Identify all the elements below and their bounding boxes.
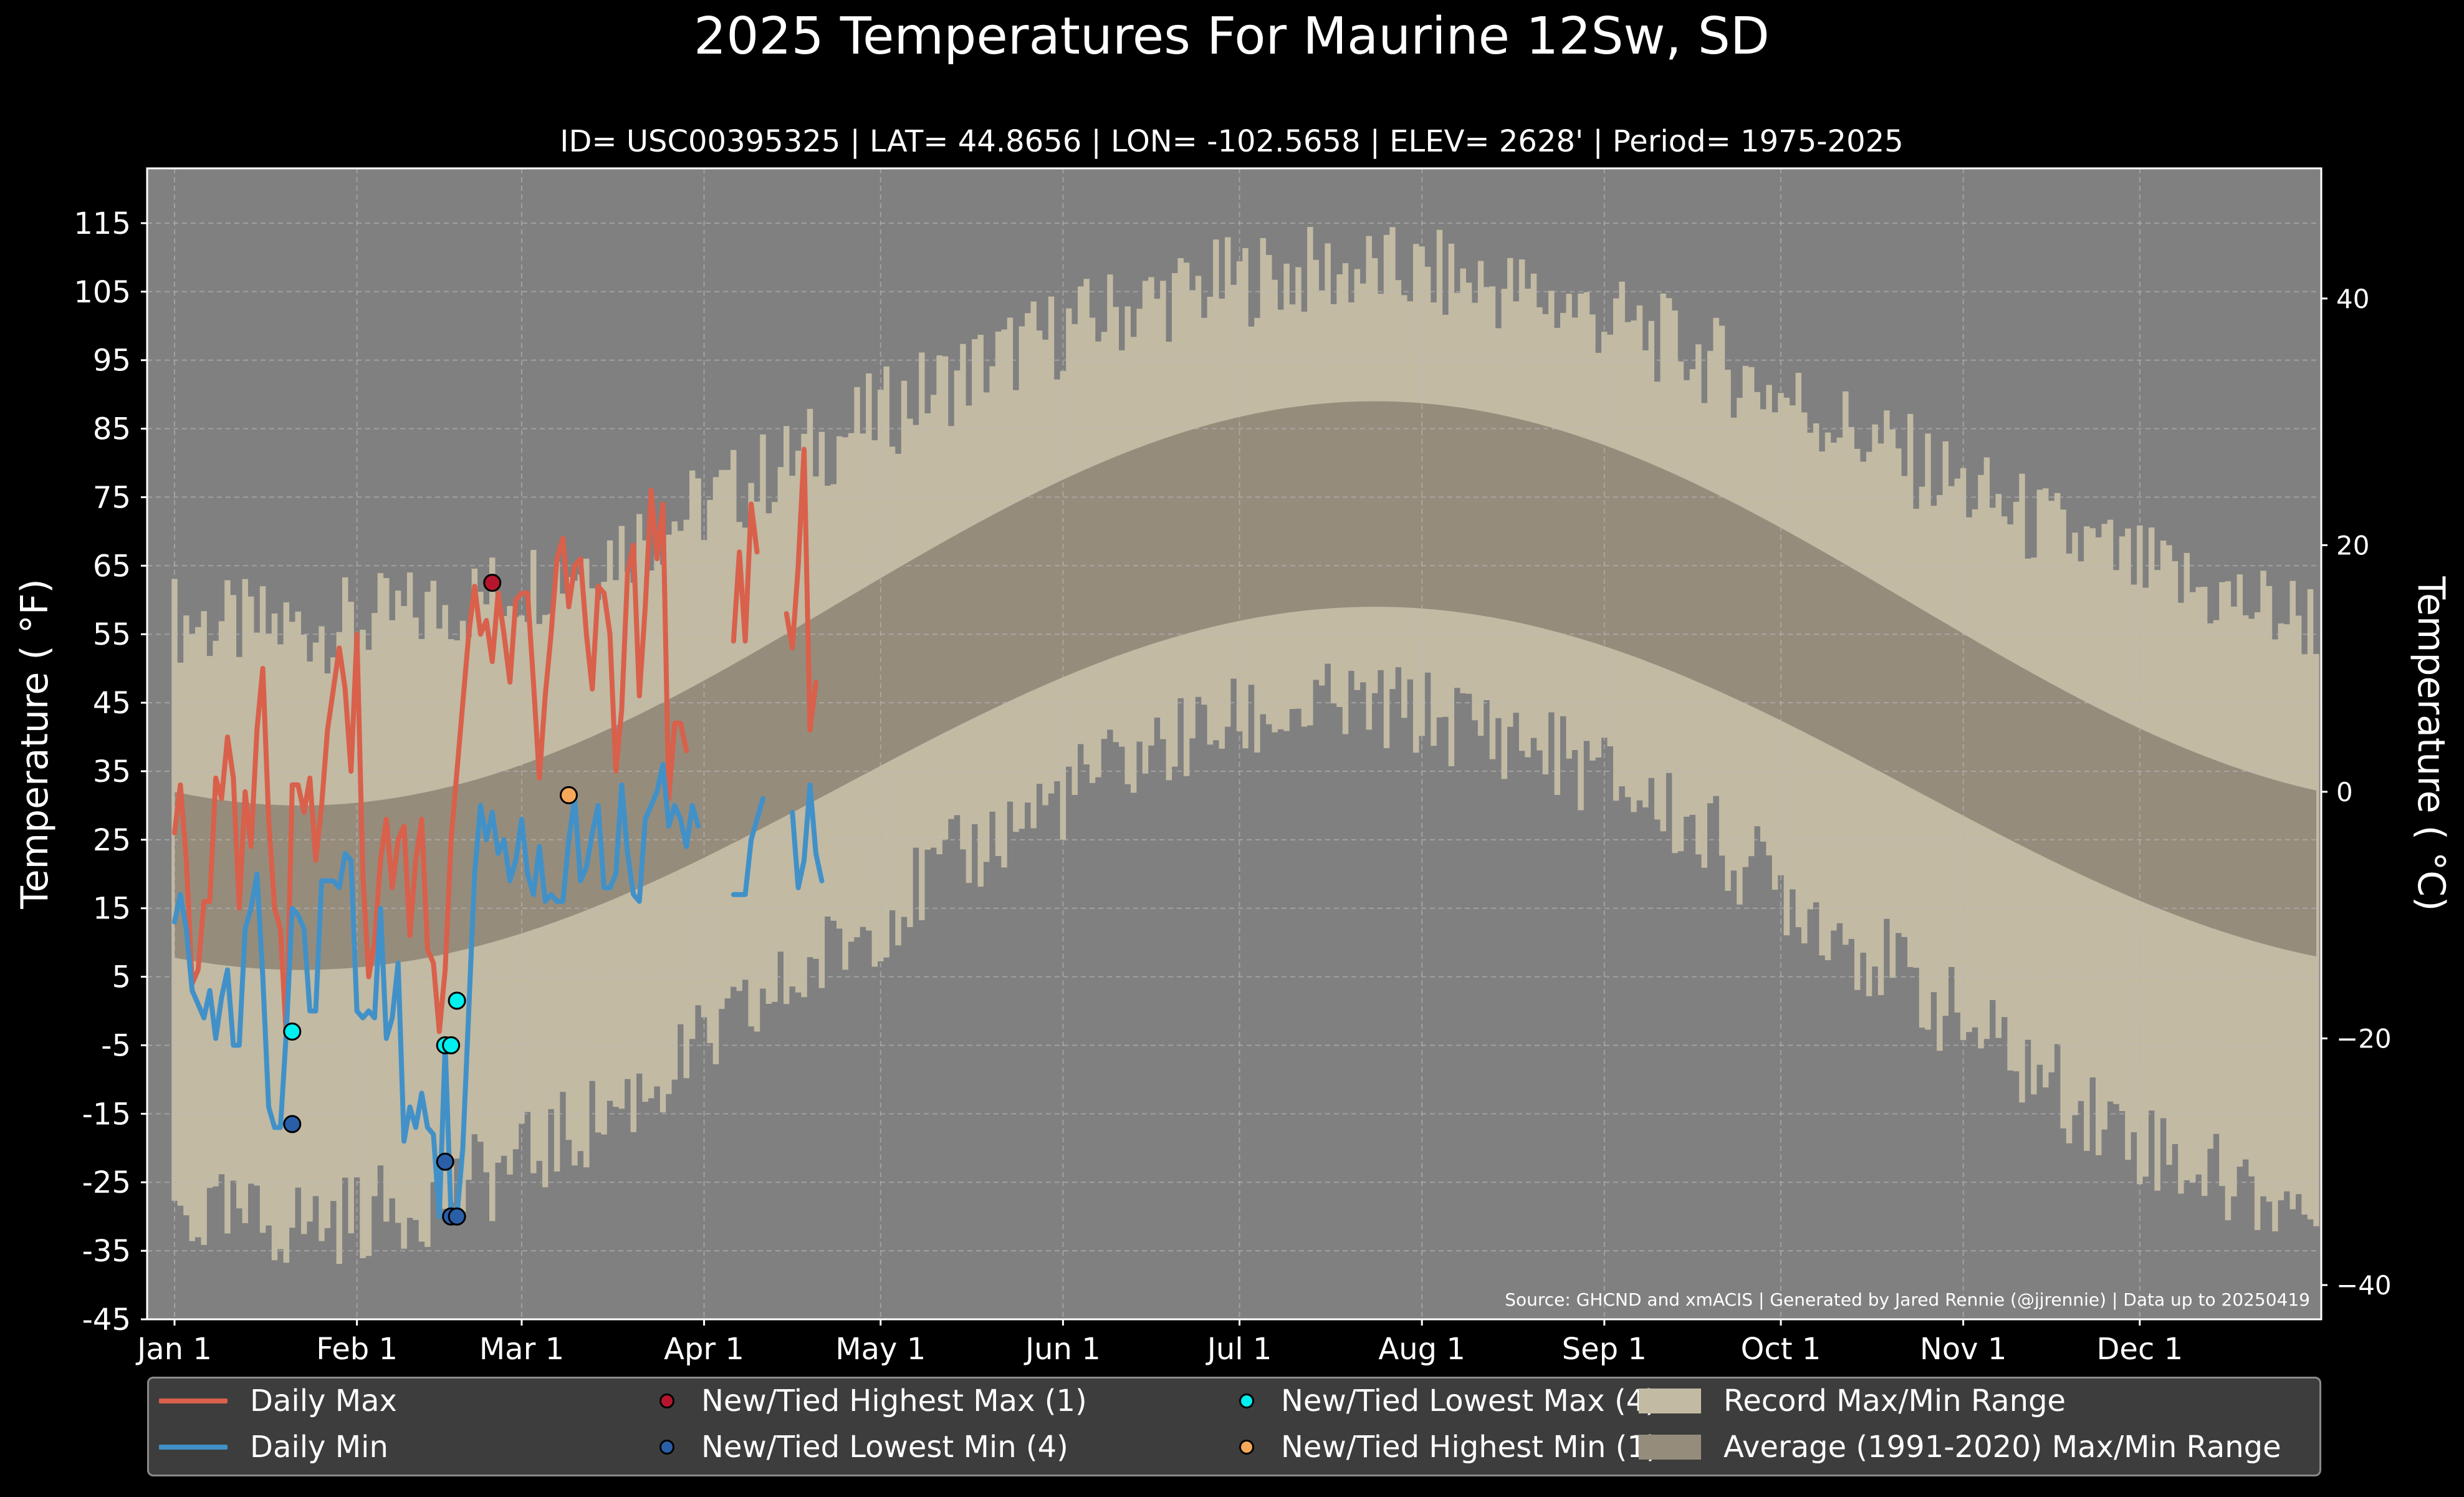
x-tick-label: Mar 1	[479, 1332, 564, 1367]
daily-max-line	[172, 488, 689, 1041]
y-tick-label-left: -15	[82, 1097, 131, 1132]
legend-label: New/Tied Highest Max (1)	[701, 1384, 1087, 1418]
x-tick-label: Apr 1	[664, 1332, 744, 1367]
y-tick-label-left: -35	[82, 1234, 131, 1269]
y-tick-label-left: 115	[74, 206, 131, 241]
x-tick-label: Jan 1	[135, 1332, 212, 1367]
legend: Daily Max Daily Min New/Tied Highest Max…	[147, 1377, 2321, 1476]
x-tick-label: Feb 1	[316, 1332, 398, 1367]
new-lowest-min-marker	[436, 1152, 454, 1171]
new-lowest-max-marker	[442, 1036, 461, 1054]
y-tick-label-left: 25	[93, 823, 131, 858]
chart-subtitle: ID= USC00395325 | LAT= 44.8656 | LON= -1…	[560, 124, 1903, 159]
legend-label: Daily Max	[250, 1384, 397, 1418]
daily-min-line	[790, 782, 825, 890]
legend-average-range: Average (1991-2020) Max/Min Range	[1639, 1428, 2281, 1466]
y-axis-label-left: Temperature ( °F)	[13, 579, 57, 910]
new-lowest-max-marker	[448, 991, 466, 1010]
y-tick-label-left: 15	[93, 892, 131, 927]
legend-record-range: Record Max/Min Range	[1639, 1382, 2066, 1420]
x-tick-label: Jul 1	[1206, 1332, 1272, 1367]
y-tick-label-left: 35	[93, 754, 131, 789]
legend-daily-max: Daily Max	[159, 1382, 397, 1420]
legend-lowest-min: New/Tied Lowest Min (4)	[633, 1428, 1068, 1466]
plot-frame	[146, 167, 2323, 1321]
left-axis: 115 105 95 85 75 65 55 45 35 25 15 5 -5 -15 -25 -35 -45	[74, 206, 147, 1337]
legend-label: Daily Min	[250, 1430, 388, 1465]
daily-min-line	[731, 796, 765, 897]
legend-marker-swatch	[1239, 1440, 1254, 1455]
y-tick-label-right: −40	[2336, 1270, 2392, 1301]
legend-label: Record Max/Min Range	[1723, 1384, 2066, 1418]
x-tick-label: Jun 1	[1023, 1332, 1101, 1367]
x-tick-label: Nov 1	[1920, 1332, 2006, 1367]
new-lowest-max-marker	[283, 1023, 302, 1041]
chart-title: 2025 Temperatures For Maurine 12Sw, SD	[694, 7, 1770, 66]
y-tick-label-left: 5	[112, 960, 131, 995]
legend-highest-max: New/Tied Highest Max (1)	[633, 1382, 1087, 1420]
legend-label: New/Tied Lowest Max (4)	[1281, 1384, 1657, 1418]
y-tick-label-right: 0	[2336, 777, 2353, 807]
y-tick-label-left: -45	[82, 1302, 131, 1337]
new-lowest-min-marker	[283, 1115, 302, 1134]
y-tick-label-left: 45	[93, 686, 131, 721]
legend-line-swatch	[159, 1398, 228, 1403]
legend-lowest-max: New/Tied Lowest Max (4)	[1212, 1382, 1657, 1420]
record-range-band	[171, 227, 2319, 1264]
record-markers	[283, 574, 578, 1226]
new-highest-min-marker	[559, 786, 578, 804]
daily-max-line	[731, 501, 760, 644]
y-tick-label-left: 85	[93, 412, 131, 447]
y-tick-label-right: −20	[2336, 1023, 2392, 1054]
y-tick-label-left: 75	[93, 480, 131, 515]
x-tick-label: Sep 1	[1562, 1332, 1647, 1367]
new-lowest-min-marker	[448, 1207, 466, 1226]
legend-patch-swatch	[1639, 1389, 1701, 1413]
legend-marker-swatch	[1239, 1394, 1254, 1408]
x-tick-label: Aug 1	[1378, 1332, 1465, 1367]
y-tick-label-left: 55	[93, 617, 131, 652]
y-axis-label-right: Temperature ( °C)	[2409, 576, 2453, 912]
legend-marker-swatch	[659, 1394, 674, 1408]
x-tick-label: May 1	[835, 1332, 926, 1367]
daily-lines	[172, 446, 825, 1220]
x-tick-label: Dec 1	[2096, 1332, 2183, 1367]
source-note: Source: GHCND and xmACIS | Generated by …	[1505, 1289, 2310, 1310]
y-tick-label-left: 105	[74, 275, 131, 310]
right-axis: 40 20 0 −20 −40	[2321, 284, 2392, 1301]
y-tick-label-left: -25	[82, 1165, 131, 1200]
legend-label: Average (1991-2020) Max/Min Range	[1723, 1430, 2281, 1465]
average-range-band	[175, 401, 2316, 970]
range-bands	[171, 227, 2319, 1264]
legend-label: New/Tied Lowest Min (4)	[701, 1430, 1068, 1465]
y-tick-label-left: -5	[101, 1028, 131, 1063]
legend-marker-swatch	[659, 1440, 674, 1455]
y-tick-label-right: 20	[2336, 530, 2369, 561]
legend-label: New/Tied Highest Min (1)	[1281, 1430, 1658, 1465]
x-tick-label: Oct 1	[1741, 1332, 1821, 1367]
y-tick-label-left: 95	[93, 344, 131, 378]
y-tick-label-left: 65	[93, 549, 131, 584]
y-tick-label-right: 40	[2336, 284, 2369, 314]
x-axis: Jan 1 Feb 1 Mar 1 Apr 1 May 1 Jun 1 Jul 1 Aug 1…	[135, 1319, 2183, 1367]
daily-max-line	[784, 446, 818, 733]
legend-line-swatch	[159, 1445, 228, 1450]
new-highest-max-marker	[483, 574, 502, 592]
legend-daily-min: Daily Min	[159, 1428, 388, 1466]
legend-highest-min: New/Tied Highest Min (1)	[1212, 1428, 1658, 1466]
daily-min-line	[172, 762, 701, 1220]
legend-patch-swatch	[1639, 1435, 1701, 1460]
